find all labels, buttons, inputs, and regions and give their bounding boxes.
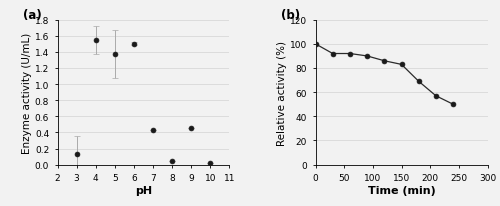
Y-axis label: Relative activity (%): Relative activity (%) [277,40,287,145]
Y-axis label: Enzyme activity (U/mL): Enzyme activity (U/mL) [22,32,32,153]
X-axis label: pH: pH [135,185,152,195]
X-axis label: Time (min): Time (min) [368,185,436,195]
Text: (b): (b) [281,9,300,22]
Text: (a): (a) [23,9,42,22]
